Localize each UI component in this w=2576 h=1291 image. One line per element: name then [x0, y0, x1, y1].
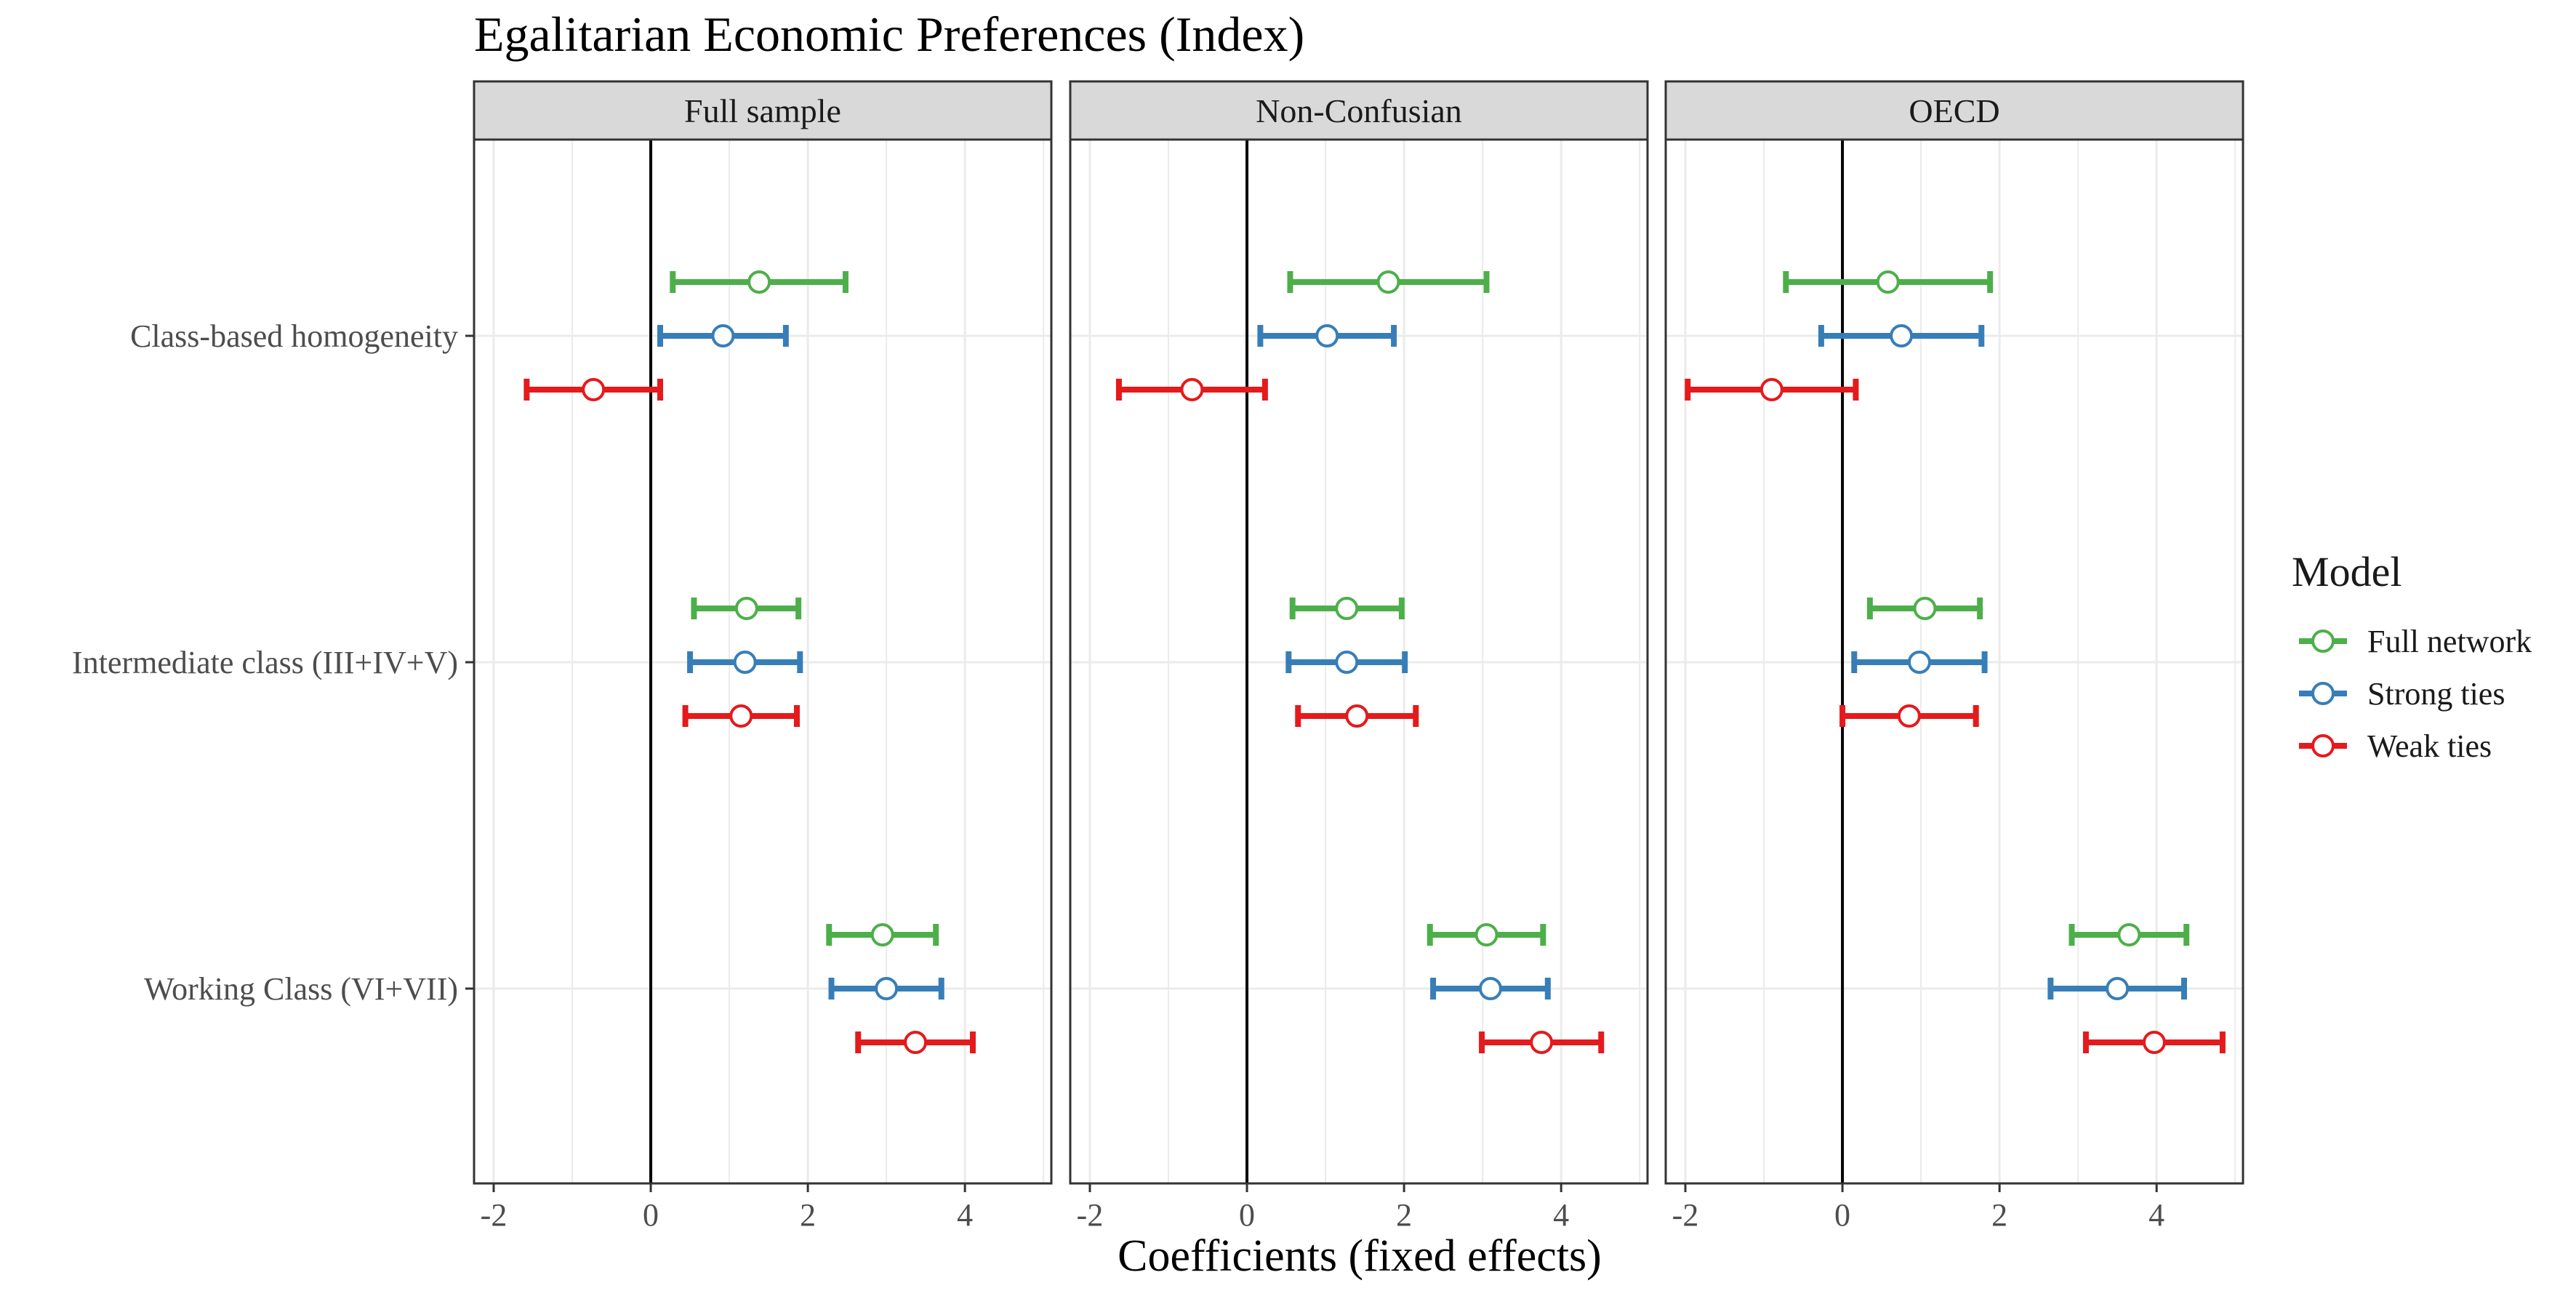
point-estimate — [1478, 977, 1502, 1000]
point-estimate — [1897, 704, 1921, 728]
legend-title: Model — [2292, 548, 2402, 595]
x-tick-label: -2 — [1672, 1197, 1699, 1233]
point-estimate — [582, 378, 606, 401]
point-estimate — [1913, 597, 1937, 620]
panel-border — [1069, 138, 1649, 1185]
point-estimate — [1474, 923, 1498, 946]
legend-entry-label: Strong ties — [2367, 676, 2505, 712]
legend-key-point — [2311, 682, 2335, 705]
point-estimate — [1376, 270, 1400, 294]
y-tick-label: Intermediate class (III+IV+V) — [72, 645, 458, 680]
point-estimate — [2117, 923, 2141, 946]
x-tick-label: 4 — [2148, 1197, 2164, 1233]
facet-panel: Full sample -2 0 2 4 — [473, 80, 1053, 1233]
point-estimate — [1315, 324, 1339, 347]
legend-key-point — [2311, 734, 2335, 757]
x-tick-label: 2 — [1991, 1197, 2007, 1233]
point-estimate — [1530, 1031, 1554, 1054]
legend-entry-label: Full network — [2367, 624, 2532, 659]
x-axis-title: Coefficients (fixed effects) — [1118, 1231, 1602, 1281]
point-estimate — [1760, 378, 1783, 401]
x-tick-label: 4 — [1553, 1197, 1569, 1233]
x-tick-label: 0 — [1239, 1197, 1255, 1233]
facet-panels: Full sample -2 0 2 4 Non-Confusian -2 0 2 4 OECD -2… — [473, 80, 2244, 1233]
x-tick-label: -2 — [481, 1197, 507, 1233]
point-estimate — [1335, 597, 1359, 620]
point-estimate — [2106, 977, 2130, 1000]
facet-panel: Non-Confusian -2 0 2 4 — [1069, 80, 1649, 1233]
point-estimate — [711, 324, 735, 347]
facet-strip — [1069, 80, 1649, 141]
point-estimate — [1180, 378, 1204, 401]
facet-label: Non-Confusian — [1256, 92, 1462, 129]
point-estimate — [747, 270, 771, 294]
point-estimate — [1907, 651, 1931, 674]
x-tick-label: 4 — [957, 1197, 973, 1233]
y-axis: Class-based homogeneity Intermediate clas… — [72, 318, 474, 1007]
point-estimate — [1345, 704, 1369, 728]
point-estimate — [729, 704, 753, 728]
panel-border — [1664, 138, 2244, 1185]
x-tick-label: 2 — [1396, 1197, 1412, 1233]
y-tick-label: Class-based homogeneity — [130, 318, 458, 354]
y-tick-label: Working Class (VI+VII) — [144, 971, 458, 1007]
point-estimate — [870, 923, 894, 946]
facet-label: Full sample — [684, 92, 841, 129]
point-estimate — [733, 651, 757, 674]
legend-key-point — [2311, 630, 2335, 653]
x-tick-label: 0 — [643, 1197, 659, 1233]
facet-strip — [1664, 80, 2244, 141]
x-tick-label: 2 — [800, 1197, 816, 1233]
point-estimate — [904, 1031, 928, 1054]
facet-label: OECD — [1909, 92, 1999, 129]
facet-strip — [473, 80, 1053, 141]
legend-entry-label: Weak ties — [2367, 728, 2492, 764]
legend: Model Full network Strong ties Weak ties — [2292, 548, 2532, 764]
point-estimate — [1335, 651, 1359, 674]
facet-panel: OECD -2 0 2 4 — [1664, 80, 2244, 1233]
point-estimate — [1890, 324, 1914, 347]
point-estimate — [1876, 270, 1900, 294]
x-tick-label: -2 — [1077, 1197, 1104, 1233]
chart-title: Egalitarian Economic Preferences (Index) — [474, 7, 1304, 62]
point-estimate — [2142, 1031, 2166, 1054]
point-estimate — [734, 597, 758, 620]
point-estimate — [875, 977, 899, 1000]
x-tick-label: 0 — [1834, 1197, 1850, 1233]
